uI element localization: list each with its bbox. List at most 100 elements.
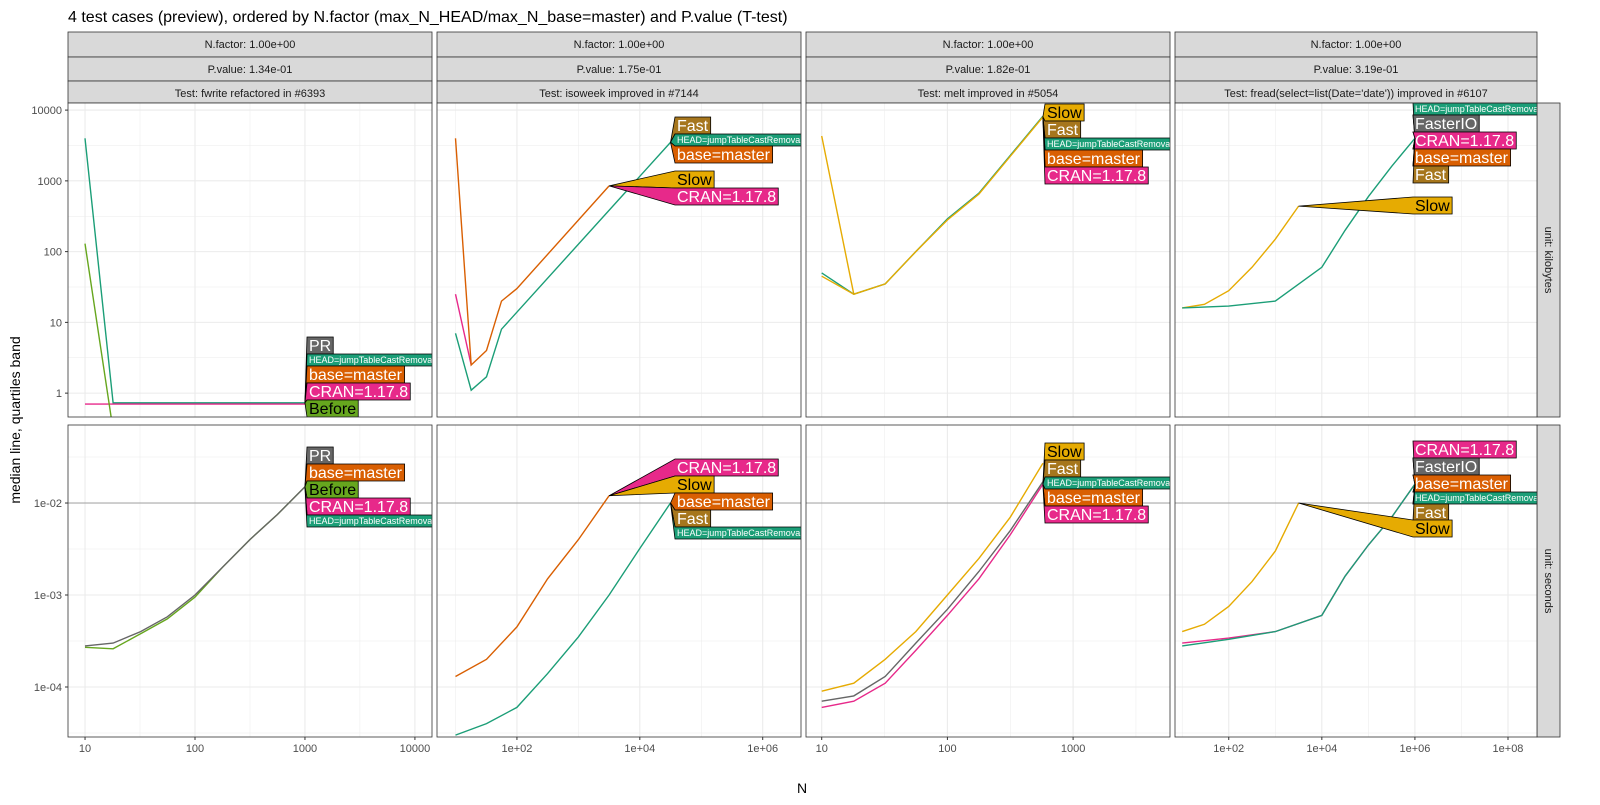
x-tick-label: 1e+02 (501, 743, 532, 755)
direct-label: Slow (1298, 196, 1453, 215)
x-tick-label: 1e+06 (747, 743, 778, 755)
direct-label: CRAN=1.17.8 (608, 185, 779, 206)
series-line (455, 495, 610, 678)
chart-title: 4 test cases (preview), ordered by N.fac… (68, 9, 788, 26)
direct-label-box (1298, 196, 1453, 215)
direct-label-text: Slow (1415, 198, 1450, 215)
direct-label-text: Slow (677, 172, 712, 189)
direct-label-text: PR (309, 338, 331, 355)
direct-label-text: base=master (1047, 490, 1141, 507)
panel-border (67, 102, 433, 418)
x-tick-label: 1e+08 (1493, 743, 1524, 755)
direct-label-text: HEAD=jumpTableCastRemoval (1047, 139, 1172, 149)
panel-border (805, 102, 1171, 418)
y-tick-label: 10000 (31, 105, 62, 117)
facet-strip (1174, 31, 1538, 58)
direct-label-text: HEAD=jumpTableCastRemoval (309, 516, 434, 526)
y-tick-label: 1000 (38, 176, 62, 188)
direct-label: PR (304, 446, 334, 487)
facet-strip-label: N.factor: 1.00e+00 (943, 39, 1034, 51)
direct-label-text: HEAD=jumpTableCastRemoval (1415, 104, 1540, 114)
direct-label: CRAN=1.17.8 (1412, 131, 1517, 150)
direct-label-box (1412, 484, 1450, 522)
direct-label: base=master (304, 365, 406, 403)
direct-label-text: Slow (1047, 444, 1082, 461)
x-tick-label: 10 (816, 743, 828, 755)
y-axis-label: median line, quartiles band (7, 336, 23, 503)
panel-border (1174, 102, 1538, 418)
direct-label-text: Fast (1047, 461, 1079, 478)
x-tick-label: 1e+04 (1306, 743, 1337, 755)
panel-2-seconds: CRAN=1.17.8Slowbase=masterFastHEAD=jumpT… (436, 424, 802, 755)
y-tick-label: 1e-02 (34, 498, 62, 510)
direct-label-box (1298, 502, 1453, 538)
direct-label-text: base=master (309, 465, 403, 482)
x-tick-label: 100 (186, 743, 204, 755)
direct-label-text: FasterIO (1415, 116, 1477, 133)
direct-label-box (670, 502, 801, 540)
direct-label-box (608, 475, 715, 497)
direct-label: base=master (669, 141, 774, 164)
series-group: HEAD=jumpTableCastRemoval FasterIOCRAN=1.… (1182, 103, 1540, 309)
direct-label-text: Fast (1047, 122, 1079, 139)
panel-4-seconds: CRAN=1.17.8FasterIObase=masterHEAD=jumpT… (1174, 424, 1538, 755)
direct-label-text: CRAN=1.17.8 (309, 384, 408, 401)
panel-1-seconds: PRbase=masterBeforeCRAN=1.17.8HEAD=jumpT… (34, 424, 434, 755)
direct-label-text: HEAD=jumpTableCastRemoval (1047, 478, 1172, 488)
series-line (454, 294, 472, 366)
row-strip-label: unit: kilobytes (1542, 227, 1554, 294)
facet-strip-label: Test: fread(select=list(Date='date')) im… (1224, 88, 1487, 100)
direct-label: Slow (609, 170, 715, 189)
facet-strip (436, 31, 802, 58)
panel-border (436, 102, 802, 418)
direct-label: HEAD=jumpTableCastRemoval (1042, 476, 1172, 490)
direct-label-box (304, 486, 432, 528)
facet-strip-label: Test: isoweek improved in #7144 (539, 88, 699, 100)
series-line (454, 141, 672, 392)
direct-label: Before (304, 480, 359, 499)
y-tick-label: 10 (50, 317, 62, 329)
series-line (84, 138, 305, 404)
direct-label: Fast (1042, 116, 1082, 139)
y-tick-label: 1e-04 (34, 682, 62, 694)
facet-strip-label: P.value: 1.34e-01 (208, 64, 293, 76)
facet-strip-label: Test: melt improved in #5054 (918, 88, 1059, 100)
facet-strip (1174, 56, 1538, 82)
series-line (821, 481, 1044, 702)
direct-label: CRAN=1.17.8 (1042, 116, 1149, 185)
direct-label: base=master (670, 492, 774, 511)
panel-background (1175, 425, 1537, 737)
series-line (84, 486, 306, 647)
series-line (455, 502, 672, 736)
direct-label-text: CRAN=1.17.8 (1047, 168, 1146, 185)
direct-label-text: Fast (1415, 505, 1447, 522)
x-tick-label: 1e+06 (1399, 743, 1430, 755)
facet-strip-label: P.value: 1.75e-01 (577, 64, 662, 76)
series-line (821, 462, 1044, 692)
direct-label: Slow (608, 475, 715, 497)
x-tick-label: 100 (938, 743, 956, 755)
x-tick-label: 1e+02 (1213, 743, 1244, 755)
series-line (454, 138, 610, 367)
direct-label-text: CRAN=1.17.8 (309, 499, 408, 516)
series-group: CRAN=1.17.8FasterIObase=masterHEAD=jumpT… (1181, 440, 1537, 647)
facet-strip-label: P.value: 1.82e-01 (946, 64, 1031, 76)
panel-border (436, 424, 802, 738)
x-tick-label: 10000 (400, 743, 431, 755)
panel-4-kilobytes: HEAD=jumpTableCastRemoval FasterIOCRAN=1.… (1174, 102, 1540, 418)
direct-label: FasterIO (1412, 457, 1480, 485)
direct-label-text: HEAD=jumpTableCastRemoval (677, 135, 802, 145)
facet-strip (67, 56, 433, 82)
direct-label-box (304, 399, 359, 417)
direct-label: base=master (1412, 474, 1512, 493)
direct-label-box (1412, 138, 1450, 184)
direct-label-text: PR (309, 448, 331, 465)
panel-border (1174, 424, 1538, 738)
direct-label-text: Fast (677, 118, 709, 135)
direct-label: Fast (670, 116, 712, 143)
series-line (84, 243, 112, 417)
